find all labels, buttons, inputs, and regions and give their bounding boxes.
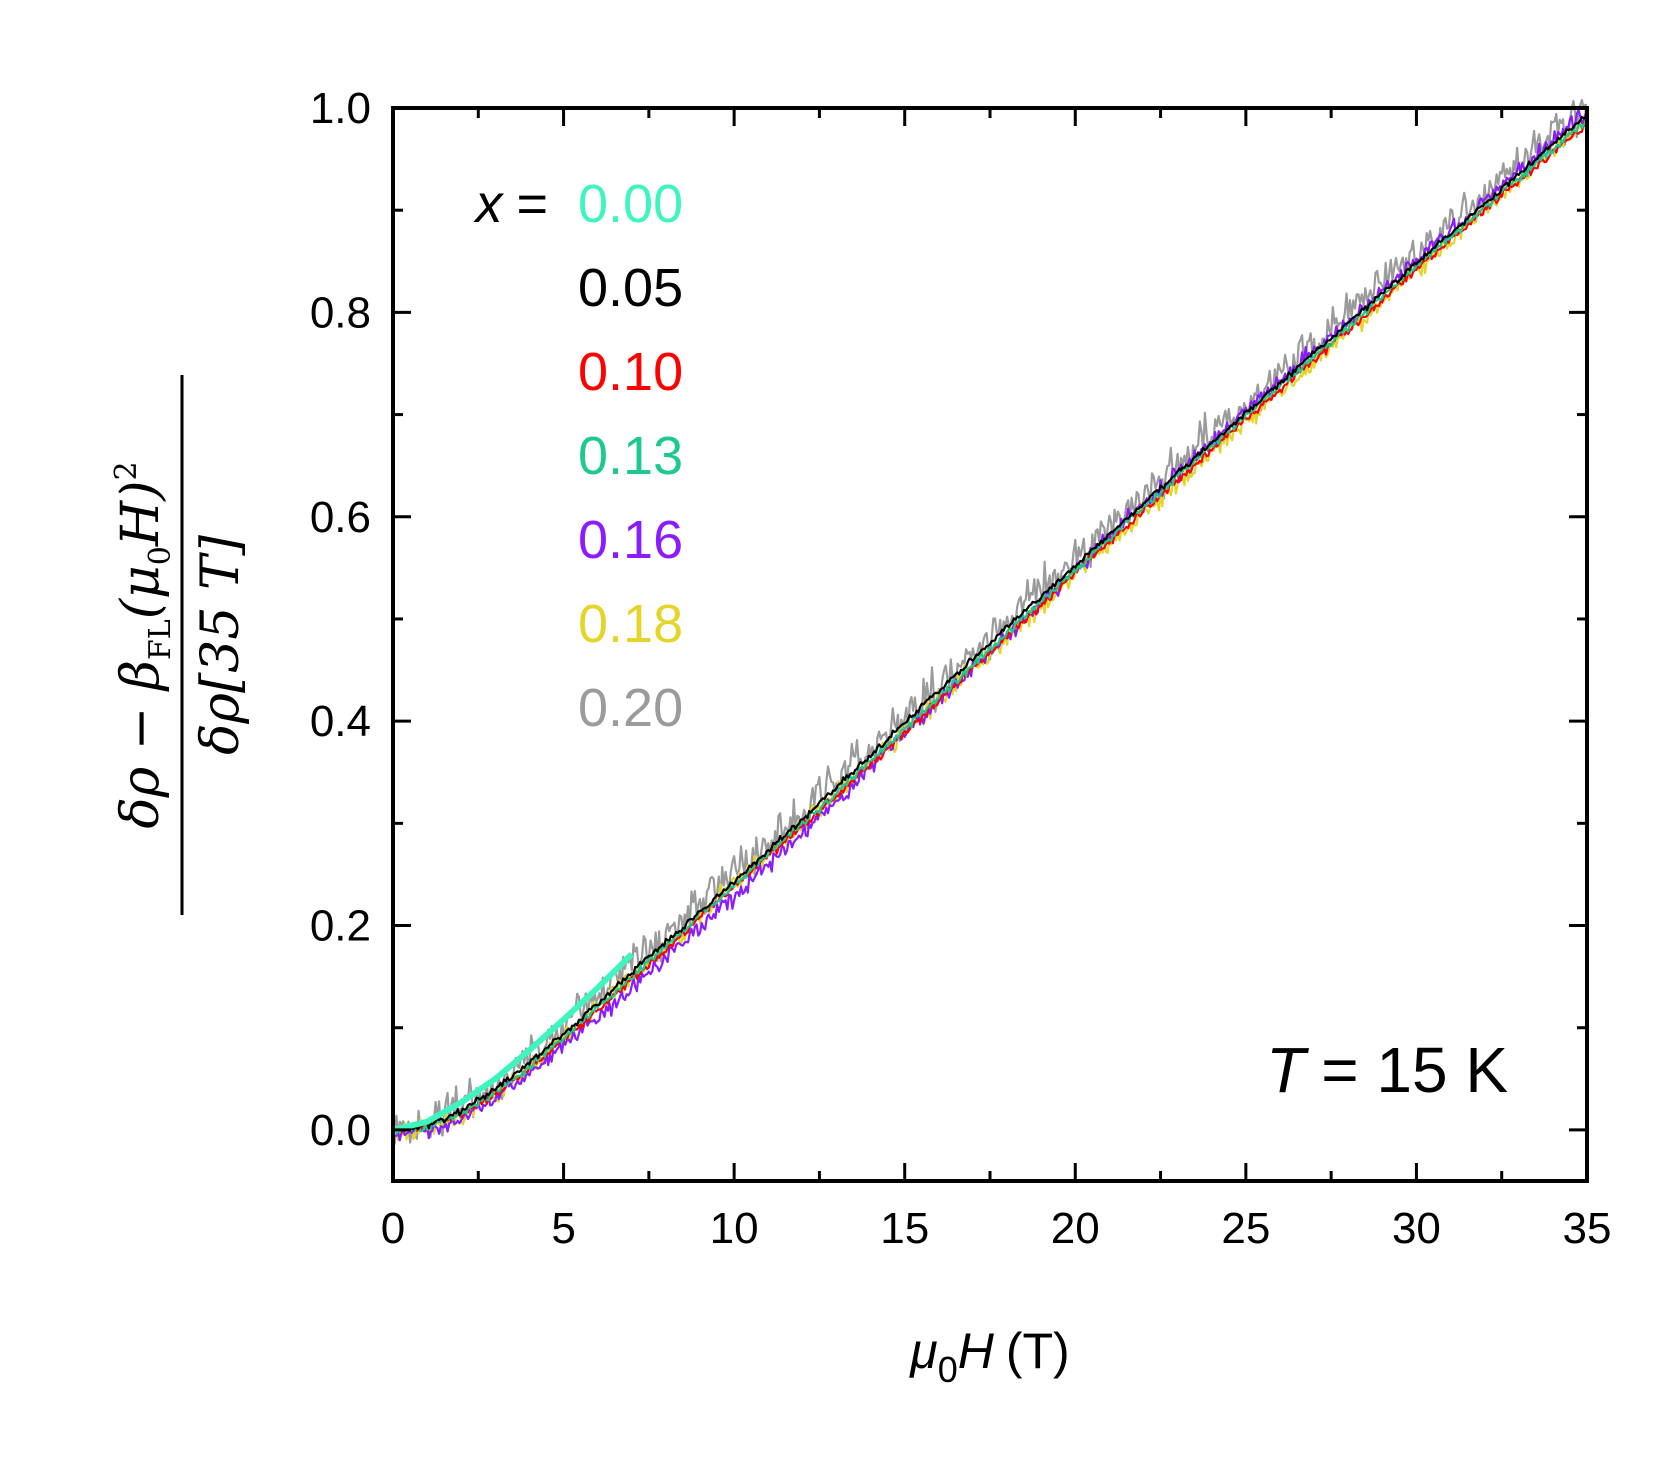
y-num-tail: (μ (111, 565, 171, 619)
x-tick-label: 35 (1563, 1204, 1612, 1253)
y-tick-label: 0.6 (310, 493, 371, 542)
legend-entry-0.00: 0.00 (578, 174, 683, 234)
x-axis-title-var: H (958, 1323, 995, 1379)
y-axis-numerator: δρ − βFL(μ0H)2 (109, 461, 178, 828)
legend-entry-0.18: 0.18 (578, 594, 683, 654)
series-line-0.10 (392, 122, 1588, 1134)
temperature-value: = 15 K (1321, 1034, 1508, 1106)
x-tick-label: 20 (1051, 1204, 1100, 1253)
y-axis-denominator: δρ[35 T] (191, 534, 251, 755)
temperature-var: T (1266, 1034, 1309, 1106)
x-tick-label: 10 (710, 1204, 759, 1253)
x-axis-title-unit: (T) (1006, 1323, 1070, 1379)
x-tick-label: 25 (1221, 1204, 1270, 1253)
x-tick-label: 5 (551, 1204, 575, 1253)
y-tick-label: 0.4 (310, 697, 371, 746)
y-tick-label: 1.0 (310, 84, 371, 133)
legend-entry-0.10: 0.10 (578, 342, 683, 402)
x-axis-title-symbol: μ (908, 1323, 937, 1379)
temperature-annotation: T = 15 K (1266, 1034, 1508, 1106)
series-line-0.13 (392, 119, 1588, 1136)
x-tick-label: 0 (381, 1204, 405, 1253)
y-num-sub: FL (143, 619, 178, 660)
legend-entry-0.16: 0.16 (578, 510, 683, 570)
legend-prefix-var: x (472, 174, 504, 234)
legend: x = 0.00 0.05 0.10 0.13 0.16 0.18 0.20 (472, 174, 683, 738)
y-num-tail2: H) (111, 480, 171, 547)
legend-entry-0.20: 0.20 (578, 678, 683, 738)
series-layer (391, 98, 1589, 1145)
legend-prefix: x = (472, 174, 548, 234)
x-tick-label: 30 (1392, 1204, 1441, 1253)
legend-prefix-eq: = (516, 174, 548, 234)
y-num-sub2: 0 (143, 546, 178, 565)
y-tick-label: 0.0 (310, 1106, 371, 1155)
series-line-0.00 (392, 951, 634, 1133)
legend-entry-0.05: 0.05 (578, 258, 683, 318)
x-axis-title-sub: 0 (938, 1349, 958, 1390)
y-num-main: δρ − β (111, 660, 171, 829)
y-axis-title: δρ − βFL(μ0H)2 δρ[35 T] (109, 375, 251, 915)
series-line-0.20 (391, 98, 1588, 1145)
ticks-layer: 0 5 10 15 20 25 30 35 0.0 0.2 0.4 0.6 0.8 1.0 (310, 84, 1612, 1253)
y-tick-label: 0.2 (310, 902, 371, 951)
x-tick-label: 15 (880, 1204, 929, 1253)
y-num-sup: 2 (109, 461, 144, 480)
x-axis-title: μ0H (T) (908, 1323, 1069, 1390)
y-tick-label: 0.8 (310, 288, 371, 337)
legend-entry-0.13: 0.13 (578, 426, 683, 486)
series-line-0.05 (392, 114, 1588, 1132)
